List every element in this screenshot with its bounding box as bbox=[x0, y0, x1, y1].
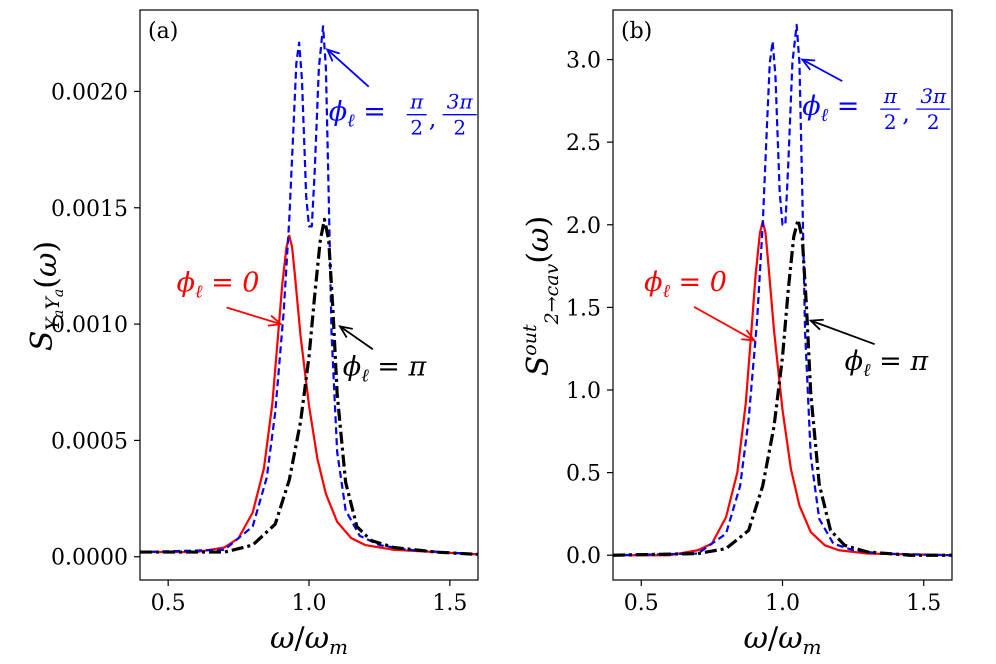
fraction-denominator: 2 bbox=[453, 116, 466, 140]
fraction-numerator: 3π bbox=[920, 84, 947, 108]
series-line-dashdot bbox=[140, 217, 478, 557]
y-tick-label: 0.0 bbox=[566, 544, 601, 569]
x-axis-label: ω/ωm bbox=[270, 621, 348, 659]
x-tick-label: 1.5 bbox=[432, 591, 467, 616]
panel-label: (b) bbox=[621, 19, 652, 44]
series-line-dashed bbox=[140, 25, 478, 556]
annotation-arrowhead bbox=[741, 329, 757, 342]
annotation-arrowhead bbox=[267, 314, 283, 327]
annotation-arrow bbox=[801, 58, 843, 82]
fraction-numerator: π bbox=[409, 90, 424, 114]
fraction-numerator: π bbox=[883, 84, 898, 108]
x-tick-label: 1.5 bbox=[906, 591, 941, 616]
fraction-denominator: 2 bbox=[927, 110, 940, 134]
x-tick-label: 1.0 bbox=[292, 591, 327, 616]
y-tick-label: 1.5 bbox=[566, 296, 601, 321]
y-axis-label-text: Sout2→cav(ω) bbox=[519, 216, 563, 377]
annotation-text: ϕℓ = 0 bbox=[644, 267, 727, 302]
panel-label: (a) bbox=[148, 19, 178, 44]
x-tick-label: 0.5 bbox=[624, 591, 659, 616]
y-tick-label: 0.5 bbox=[566, 462, 601, 487]
y-tick-label: 0.0005 bbox=[51, 429, 128, 454]
annotation-text: ϕℓ = 0 bbox=[177, 268, 260, 303]
y-tick-label: 1.0 bbox=[566, 379, 601, 404]
annotation-arrow bbox=[326, 48, 370, 88]
annotation-text: ϕℓ = π bbox=[343, 351, 428, 386]
annotation-text: ϕℓ = π bbox=[845, 346, 930, 381]
series-line-dashed bbox=[613, 23, 952, 557]
y-axis-label: Sout2→cav(ω) bbox=[519, 216, 563, 377]
annotation-arrow bbox=[339, 325, 374, 351]
annotation-comma: , bbox=[902, 99, 910, 127]
y-tick-label: 2.0 bbox=[566, 214, 601, 239]
fraction-denominator: 2 bbox=[410, 116, 423, 140]
x-axis-label: ω/ωm bbox=[743, 621, 821, 659]
annotation-arrowhead bbox=[808, 318, 824, 331]
annotation-arrow bbox=[226, 306, 282, 325]
fraction-denominator: 2 bbox=[884, 110, 897, 134]
y-tick-label: 3.0 bbox=[566, 49, 601, 74]
panel-b: 0.5 1.0 1.5 0.0 0.5 1.0 1.5 2.0 2.5 3.0 ω/ωm Sout2→… bbox=[519, 9, 953, 659]
annotation-arrow bbox=[693, 306, 755, 342]
y-axis-label: SYaYa(ω) bbox=[25, 241, 67, 351]
annotation-phi-pi-half: ϕℓ = π2,3π2 bbox=[802, 84, 951, 134]
y-tick-label: 2.5 bbox=[566, 131, 601, 156]
x-tick-label: 1.0 bbox=[765, 591, 800, 616]
series-line-solid bbox=[140, 234, 478, 556]
x-tick-label: 0.5 bbox=[151, 591, 186, 616]
series-line-solid bbox=[613, 220, 952, 557]
y-axis-label-text: SYaYa(ω) bbox=[25, 241, 67, 351]
annotation-comma: , bbox=[429, 105, 437, 133]
series-line-dashdot bbox=[613, 218, 952, 557]
annotation-arrowhead bbox=[800, 58, 816, 71]
fraction-numerator: 3π bbox=[447, 90, 474, 114]
annotation-text: ϕℓ = bbox=[329, 97, 386, 132]
panel-a: 0.5 1.0 1.5 0.0000 0.0005 0.0010 0.0015 0.0020 ω… bbox=[25, 9, 479, 659]
annotation-arrowhead bbox=[338, 325, 353, 339]
y-tick-label: 0.0020 bbox=[51, 80, 128, 105]
annotation-phi-pi-half: ϕℓ = π2,3π2 bbox=[329, 90, 477, 140]
y-tick-label: 0.0010 bbox=[51, 313, 128, 338]
annotation-arrow bbox=[810, 319, 875, 346]
y-tick-label: 0.0015 bbox=[51, 197, 128, 222]
annotation-text: ϕℓ = bbox=[802, 91, 859, 126]
y-tick-label: 0.0000 bbox=[51, 546, 128, 571]
annotation-arrowhead bbox=[325, 48, 340, 62]
